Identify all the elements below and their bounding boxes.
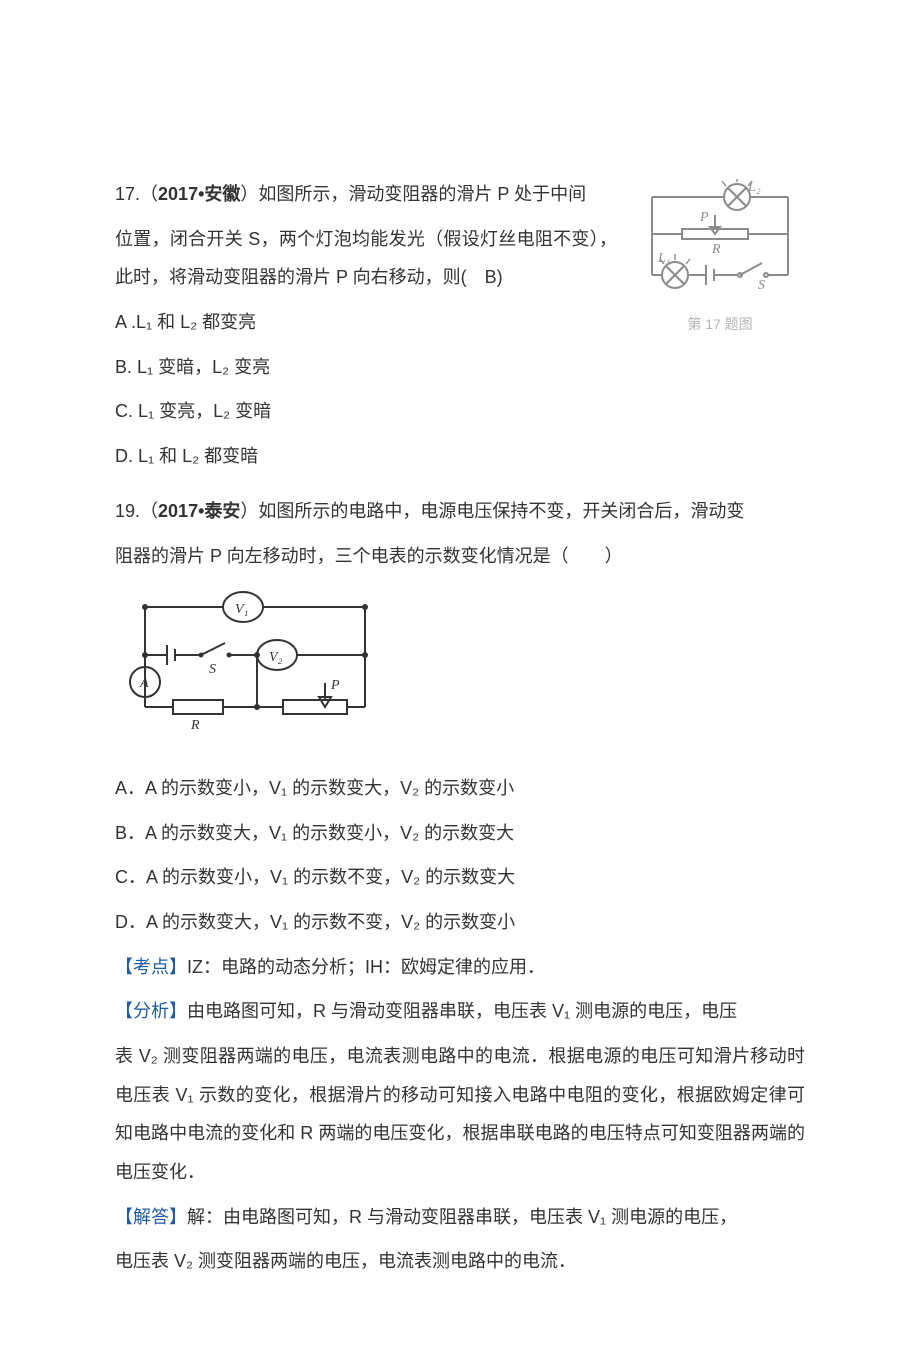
q19-text1: 如图所示的电路中，电源电压保持不变，开关闭合后，滑动变 [258,501,744,521]
q19-option-c: C．A 的示数变小，V₁ 的示数不变，V₂ 的示数变大 [115,858,805,897]
q19-line2: 阻器的滑片 P 向左移动时，三个电表的示数变化情况是（ ） [115,537,805,576]
q19-option-a: A．A 的示数变小，V₁ 的示数变大，V₂ 的示数变小 [115,769,805,808]
q17-source-close: ） [240,184,258,204]
q19-line1: 19.（2017•泰安）如图所示的电路中，电源电压保持不变，开关闭合后，滑动变 [115,492,805,531]
q19-option-d: D．A 的示数变大，V₁ 的示数不变，V₂ 的示数变小 [115,903,805,942]
q19-option-b: B．A 的示数变大，V₁ 的示数变小，V₂ 的示数变大 [115,814,805,853]
q19-source-close: ） [240,501,258,521]
svg-text:R: R [711,242,721,257]
svg-text:R: R [190,718,200,733]
svg-text:V₁: V₁ [235,602,248,617]
q19-fenxi-2: 表 V₂ 测变阻器两端的电压，电流表测电路中的电流．根据电源的电压可知滑片移动时… [115,1037,805,1192]
q17-option-b: B. L₁ 变暗，L₂ 变亮 [115,348,805,387]
fenxi-text1: 由电路图可知，R 与滑动变阻器串联，电压表 V₁ 测电源的电压，电压 [187,1001,737,1021]
q19-source: 2017•泰安 [158,501,240,521]
q19-number: 19.（ [115,501,158,521]
q17-circuit-svg: P R S L₁ L₂ [640,179,800,297]
svg-text:L₁: L₁ [657,251,671,266]
exam-page: P R S L₁ L₂ 第 17 题图 [0,0,920,1347]
q19-fenxi-1: 【分析】由电路图可知，R 与滑动变阻器串联，电压表 V₁ 测电源的电压，电压 [115,992,805,1031]
fenxi-label: 【分析】 [115,1001,187,1021]
q19-jieda-1: 【解答】解：由电路图可知，R 与滑动变阻器串联，电压表 V₁ 测电源的电压， [115,1198,805,1237]
svg-text:S: S [209,662,216,677]
q17-figure: P R S L₁ L₂ 第 17 题图 [635,179,805,334]
q17-option-c: C. L₁ 变亮，L₂ 变暗 [115,392,805,431]
q17-figure-caption: 第 17 题图 [635,315,805,335]
q17-number: 17.（ [115,184,158,204]
kaodian-text: IZ：电路的动态分析；IH：欧姆定律的应用． [187,957,545,977]
q19-circuit-svg: V₁ S V₂ [115,587,385,737]
svg-text:V₂: V₂ [269,650,283,665]
q17-option-d: D. L₁ 和 L₂ 都变暗 [115,437,805,476]
q17-text1: 如图所示，滑动变阻器的滑片 P 处于中间 [258,184,586,204]
svg-text:L₂: L₂ [747,180,761,195]
svg-text:A: A [139,676,149,691]
svg-text:S: S [758,278,765,293]
q19-kaodian: 【考点】IZ：电路的动态分析；IH：欧姆定律的应用． [115,948,805,987]
jieda-label: 【解答】 [115,1207,187,1227]
svg-text:P: P [699,210,709,225]
jieda-text1: 解：由电路图可知，R 与滑动变阻器串联，电压表 V₁ 测电源的电压， [187,1207,737,1227]
q19-jieda-2: 电压表 V₂ 测变阻器两端的电压，电流表测电路中的电流． [115,1242,805,1281]
q17-source: 2017•安徽 [158,184,240,204]
svg-text:P: P [330,678,340,693]
q19-figure: V₁ S V₂ [115,587,805,751]
kaodian-label: 【考点】 [115,957,187,977]
